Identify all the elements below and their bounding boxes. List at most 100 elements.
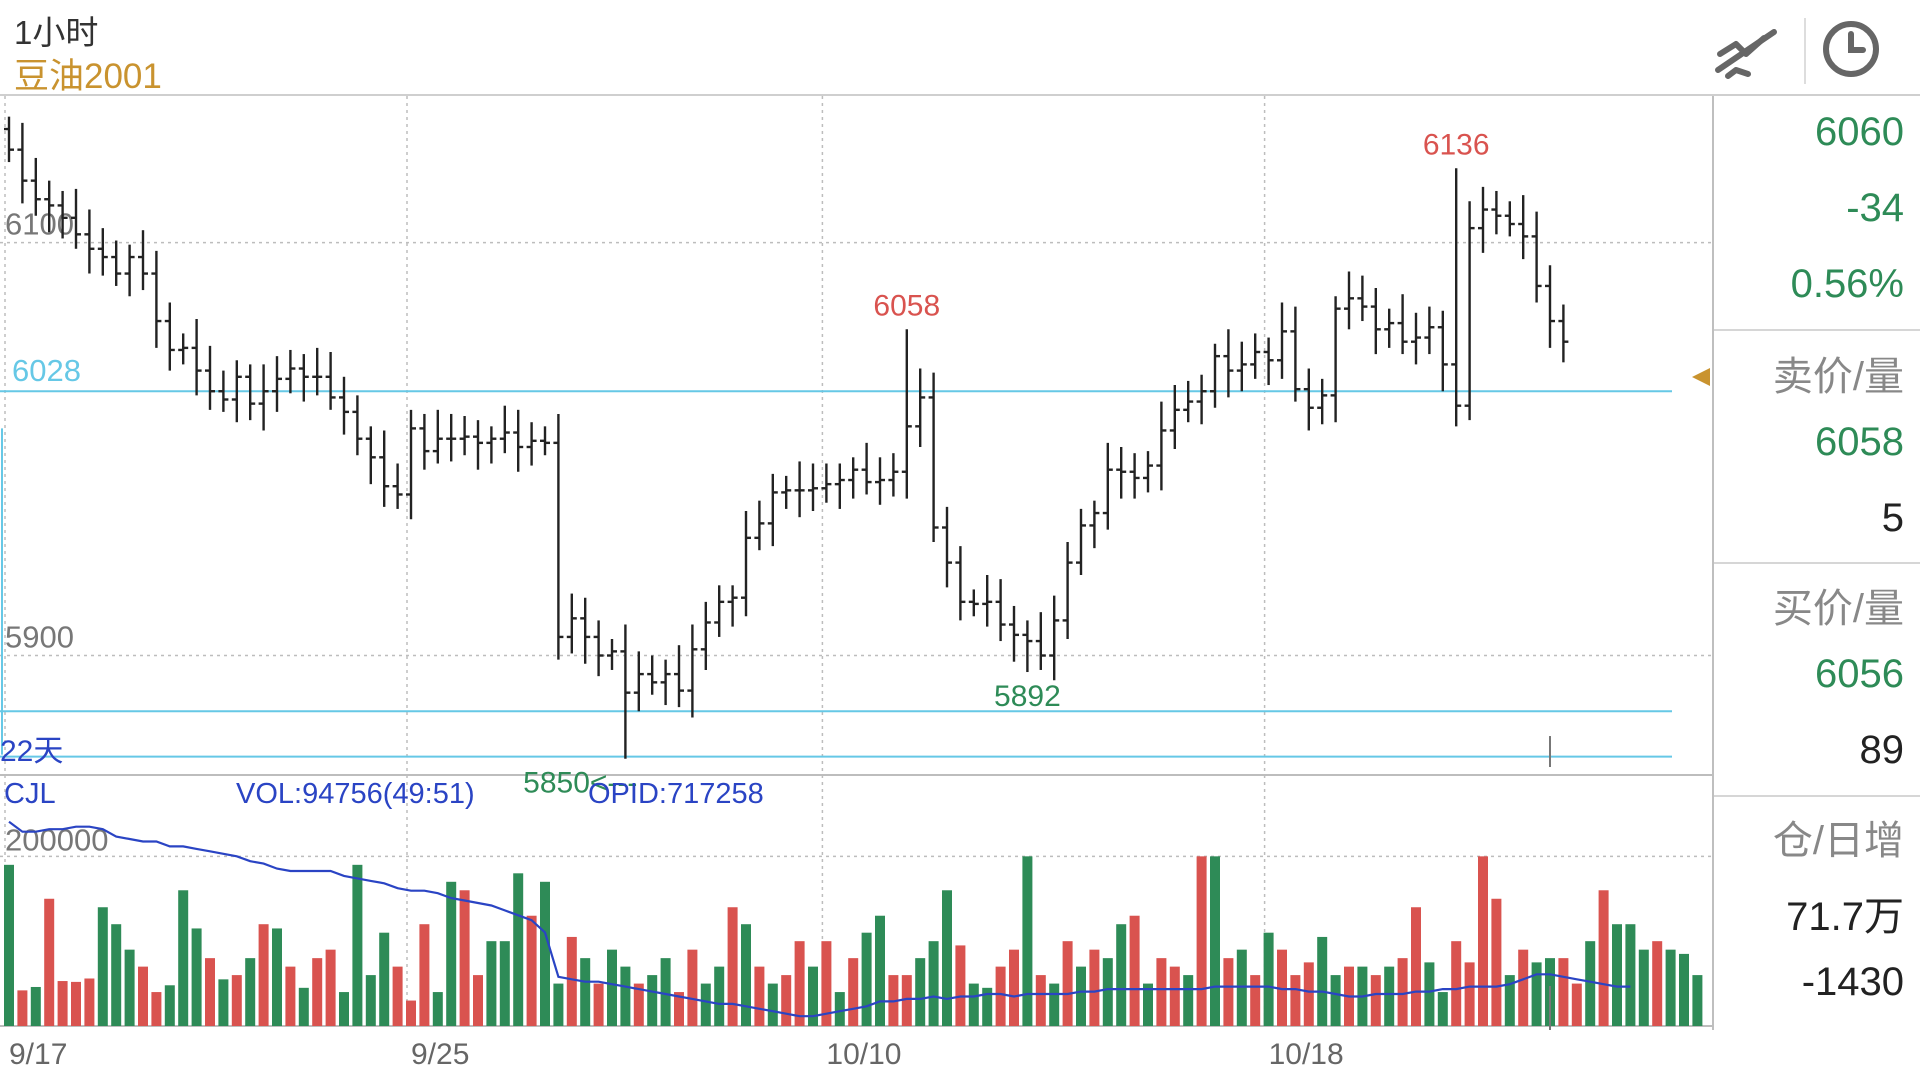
ohlc-bar: [1478, 186, 1488, 253]
volume-bar: [928, 941, 939, 1026]
volume-bar: [325, 949, 336, 1026]
volume-bar: [272, 928, 282, 1026]
ohlc-bar: [97, 228, 108, 276]
x-tick-label: 9/17: [9, 1038, 67, 1071]
current-price-marker: [1692, 368, 1710, 386]
volume-bar: [861, 932, 872, 1026]
volume-bar: [312, 958, 323, 1026]
ohlc-bar: [875, 457, 885, 505]
draw-line-icon[interactable]: [1712, 14, 1782, 84]
volume-bar: [191, 928, 202, 1026]
ohlc-bar: [1357, 275, 1368, 322]
range-label: 22天: [0, 735, 63, 768]
period-selector[interactable]: 1小时: [14, 14, 99, 51]
ohlc-bar: [593, 620, 604, 677]
volume-bar: [540, 881, 550, 1026]
last-price: 6060: [1815, 110, 1904, 154]
x-tick-label: 10/10: [826, 1038, 901, 1071]
ohlc-bar: [44, 180, 55, 233]
volume-bar: [1062, 941, 1073, 1026]
clock-icon[interactable]: [1816, 14, 1886, 84]
volume-bar: [526, 915, 537, 1026]
volume-bar: [808, 966, 818, 1026]
open-interest: 71.7万: [1786, 895, 1904, 939]
volume-bar: [379, 932, 390, 1026]
ohlc-bar: [674, 645, 684, 708]
contract-name[interactable]: 豆油2001: [14, 57, 162, 96]
ohlc-bar: [191, 318, 202, 396]
volume-bar: [1183, 975, 1194, 1026]
ohlc-bar: [1303, 368, 1314, 431]
volume-bar: [218, 979, 229, 1026]
volume-bar: [111, 924, 122, 1026]
ohlc-bar: [124, 244, 135, 297]
ask-label: 卖价/量: [1772, 355, 1904, 399]
volume-bar: [834, 992, 845, 1026]
volume-bar: [647, 975, 658, 1026]
ohlc-bar: [1009, 605, 1019, 662]
volume-bar: [1625, 924, 1636, 1026]
open-interest-readout: OPID:717258: [588, 778, 764, 810]
price-change-pct: 0.56%: [1790, 262, 1904, 306]
price-tick-label: 5900: [5, 620, 74, 655]
ohlc-bar: [406, 409, 416, 520]
ohlc-bar: [446, 413, 457, 462]
volume-bar: [700, 983, 711, 1026]
ohlc-bar: [1089, 500, 1100, 549]
ohlc-bar: [808, 463, 818, 511]
volume-bar: [553, 983, 564, 1026]
volume-readout: VOL:94756(49:51): [236, 778, 475, 810]
volume-bar: [741, 924, 751, 1026]
volume-bar: [607, 949, 617, 1026]
volume-bar: [1612, 924, 1622, 1026]
volume-bar: [942, 890, 952, 1026]
volume-bar: [1196, 856, 1207, 1026]
volume-bar: [580, 958, 591, 1026]
ohlc-bar: [955, 546, 966, 621]
volume-bar: [821, 941, 832, 1026]
ohlc-bar: [607, 638, 617, 670]
ohlc-bar: [298, 354, 309, 402]
ohlc-bar: [1397, 294, 1408, 355]
ohlc-bar: [1531, 211, 1542, 303]
ohlc-bar: [231, 360, 242, 423]
ohlc-bar: [700, 601, 711, 670]
ohlc-bar: [1344, 271, 1354, 330]
volume-bar: [30, 986, 41, 1026]
volume-bar: [593, 983, 604, 1026]
volume-bar: [1558, 958, 1569, 1026]
chart-header: 1小时 豆油2001: [0, 0, 1920, 96]
volume-bar: [164, 985, 175, 1026]
ohlc-bar: [1504, 201, 1515, 237]
ohlc-bar: [245, 364, 256, 421]
ohlc-bar: [71, 188, 81, 249]
ohlc-bar: [4, 116, 14, 163]
volume-bar: [285, 966, 296, 1026]
ohlc-bar: [915, 368, 926, 447]
ohlc-bar: [1196, 374, 1207, 425]
volume-bar: [1397, 958, 1408, 1026]
ohlc-bar: [513, 409, 524, 472]
volume-bar: [1263, 932, 1274, 1026]
volume-bar: [1049, 983, 1060, 1026]
price-volume-chart[interactable]: 9/17 9/25 10/10 10/1861005900602822天6136605…: [0, 96, 1712, 1080]
ohlc-bar: [1545, 265, 1555, 348]
volume-bar: [486, 941, 497, 1026]
ohlc-bar: [499, 405, 510, 454]
volume-bar: [1035, 975, 1046, 1026]
panel-divider: [1714, 329, 1920, 331]
ohlc-bar: [741, 510, 751, 617]
volume-bar: [1531, 962, 1542, 1026]
volume-bar: [1022, 856, 1033, 1026]
volume-bar: [71, 981, 81, 1026]
ohlc-bar: [754, 500, 765, 551]
ohlc-bar: [392, 463, 403, 509]
ohlc-bar: [84, 209, 95, 274]
ohlc-bar: [419, 413, 430, 470]
volume-bar: [1451, 941, 1462, 1026]
volume-bar: [1638, 949, 1649, 1026]
ohlc-bar: [1102, 442, 1113, 530]
volume-bar: [1129, 915, 1140, 1026]
volume-bar: [4, 864, 14, 1026]
low-annotation: 5892: [994, 680, 1061, 713]
